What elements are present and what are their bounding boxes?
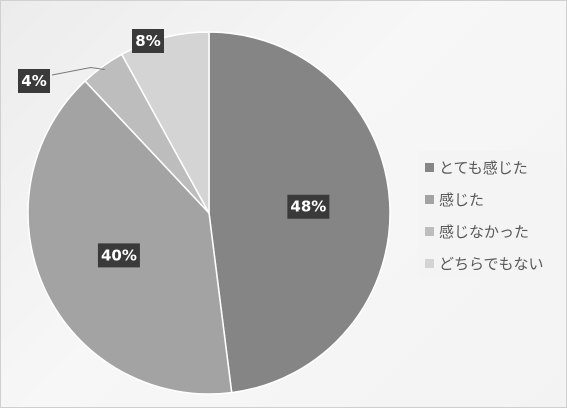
legend-item-dochiratemonai: どちらでもない — [425, 253, 544, 274]
data-label-kanjita: 40% — [97, 243, 140, 268]
leader-line-kanjinakatta — [51, 66, 105, 76]
legend-label-dochiratemonai: どちらでもない — [439, 255, 544, 273]
legend-swatch-dochiratemonai — [425, 259, 434, 268]
data-label-totemo-kanjita: 48% — [287, 194, 330, 219]
legend-swatch-kanjita — [425, 195, 434, 204]
data-label-totemo-kanjita-text: 48% — [290, 198, 326, 216]
data-label-kanjita-box — [97, 243, 140, 268]
legend-item-kanjita: 感じた — [425, 189, 484, 210]
legend-swatch-kanjinakatta — [425, 227, 434, 236]
legend-label-kanjinakatta: 感じなかった — [439, 223, 530, 241]
data-label-kanjinakatta-box — [18, 69, 50, 93]
slice-dochiratemonai — [120, 31, 210, 214]
slice-kanjita — [27, 79, 233, 395]
legend-swatch-totemo-kanjita — [425, 163, 434, 172]
legend: とても感じた 感じた 感じなかった どちらでもない — [419, 151, 564, 277]
data-label-kanjita-text: 40% — [101, 246, 137, 264]
legend-label-totemo-kanjita: とても感じた — [439, 159, 528, 177]
data-label-dochiratemonai-text: 8% — [135, 32, 160, 50]
legend-label-kanjita: 感じた — [439, 191, 485, 209]
data-label-dochiratemonai-box — [132, 29, 164, 53]
legend-item-kanjinakatta: 感じなかった — [425, 221, 529, 242]
data-label-dochiratemonai: 8% — [132, 29, 164, 53]
data-label-kanjinakatta-text: 4% — [21, 72, 46, 90]
data-label-totemo-kanjita-box — [287, 194, 330, 219]
legend-item-totemo-kanjita: とても感じた — [425, 157, 528, 178]
data-label-kanjinakatta: 4% — [18, 69, 50, 93]
